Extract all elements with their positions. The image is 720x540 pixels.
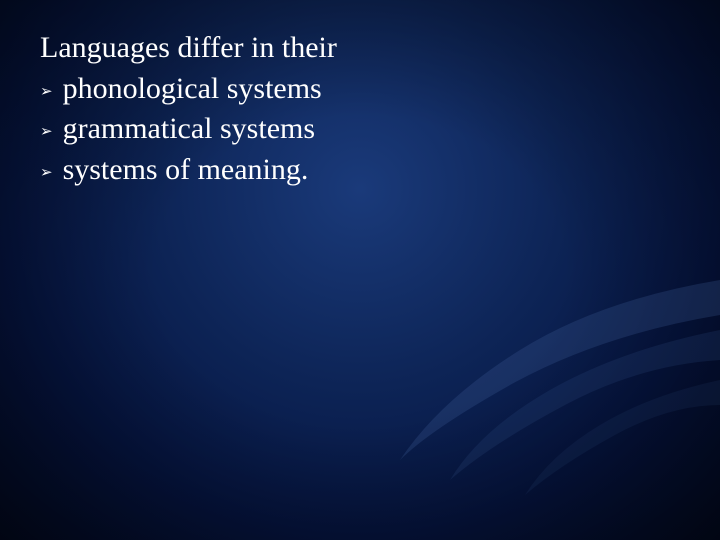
bullet-text: phonological systems <box>63 69 322 110</box>
list-item: ➢ systems of meaning. <box>40 150 680 191</box>
list-item: ➢ grammatical systems <box>40 109 680 150</box>
decorative-swoosh <box>300 220 720 500</box>
bullet-icon: ➢ <box>40 163 53 183</box>
bullet-list: ➢ phonological systems ➢ grammatical sys… <box>40 69 680 191</box>
bullet-icon: ➢ <box>40 82 53 102</box>
list-item: ➢ phonological systems <box>40 69 680 110</box>
bullet-text: grammatical systems <box>63 109 315 150</box>
slide-content: Languages differ in their ➢ phonological… <box>0 0 720 218</box>
slide-heading: Languages differ in their <box>40 28 680 69</box>
bullet-text: systems of meaning. <box>63 150 309 191</box>
bullet-icon: ➢ <box>40 122 53 142</box>
